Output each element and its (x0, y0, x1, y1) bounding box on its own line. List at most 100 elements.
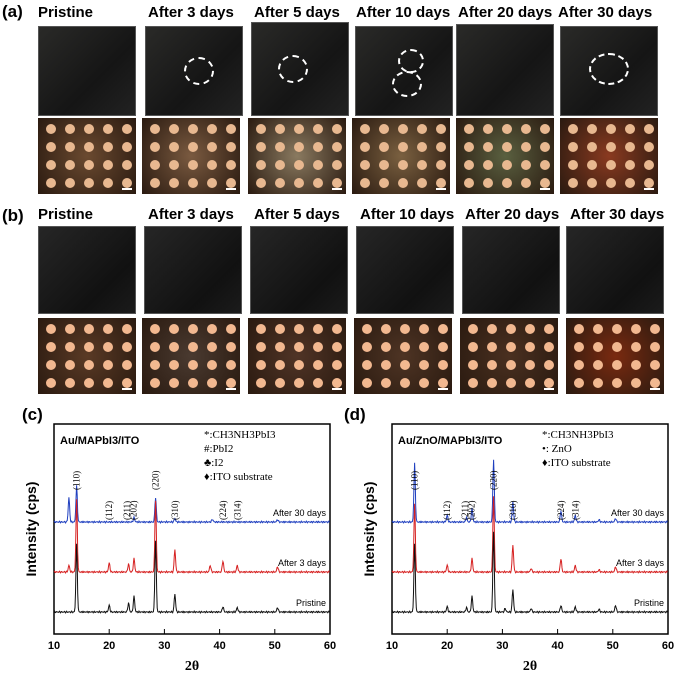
micrograph (248, 118, 346, 194)
panel-d-label: (d) (344, 405, 366, 424)
electrode-dot (332, 360, 342, 370)
micrograph (566, 318, 664, 394)
row-b-label-3: After 10 days (360, 206, 455, 223)
x-tick-label: 60 (324, 640, 336, 652)
electrode-dot (207, 342, 217, 352)
x-tick-label: 20 (103, 640, 115, 652)
electrode-dot (150, 342, 160, 352)
electrode-dot (207, 360, 217, 370)
electrode-dot (275, 342, 285, 352)
electrode-dot (436, 178, 446, 188)
electrode-dot (275, 360, 285, 370)
peak-label: (314) (232, 501, 242, 521)
electrode-dot (46, 360, 56, 370)
electrode-dot (188, 160, 198, 170)
electrode-dot (483, 178, 493, 188)
electrode-dot (574, 378, 584, 388)
electrode-dot (46, 342, 56, 352)
electrode-dot (398, 142, 408, 152)
electrode-dot (188, 178, 198, 188)
legend-entry: ♦:ITO substrate (204, 471, 273, 483)
electrode-dot (502, 178, 512, 188)
peak-label: (110) (72, 471, 82, 490)
electrode-dot (188, 378, 198, 388)
electrode-dot (226, 124, 236, 134)
electrode-dot (587, 124, 597, 134)
electrode-dot (525, 324, 535, 334)
electrode-dot (483, 160, 493, 170)
electrode-dot (379, 142, 389, 152)
electrode-dot (122, 378, 132, 388)
micrograph (142, 318, 240, 394)
x-tick-label: 60 (662, 640, 674, 652)
electrode-dot (332, 342, 342, 352)
electrode-dot (606, 160, 616, 170)
electrode-dot (379, 124, 389, 134)
x-tick-label: 40 (551, 640, 563, 652)
electrode-dot (122, 324, 132, 334)
electrode-dot (207, 324, 217, 334)
electrode-dot (256, 178, 266, 188)
electrode-dot (103, 324, 113, 334)
electrode-dot (46, 124, 56, 134)
electrode-dot (313, 178, 323, 188)
row-b-label-5: After 30 days (570, 206, 665, 223)
electrode-dot (436, 124, 446, 134)
sample-photo (566, 226, 664, 314)
electrode-dot (362, 342, 372, 352)
legend-entry: *:CH3NH3PbI3 (542, 429, 614, 441)
legend-entry: ♦:ITO substrate (542, 457, 611, 469)
electrode-dot (313, 142, 323, 152)
electrode-dot (169, 178, 179, 188)
electrode-dot (612, 360, 622, 370)
electrode-dot (226, 142, 236, 152)
electrode-dot (464, 142, 474, 152)
electrode-dot (207, 124, 217, 134)
peak-label: (224) (556, 501, 566, 521)
electrode-dot (150, 124, 160, 134)
electrode-dot (84, 324, 94, 334)
electrode-dot (360, 142, 370, 152)
series-line (391, 496, 668, 575)
row-a-label-4: After 20 days (458, 4, 553, 21)
electrode-dot (332, 378, 342, 388)
electrode-dot (625, 124, 635, 134)
electrode-dot (417, 160, 427, 170)
x-axis-label: 2θ (185, 659, 199, 674)
electrode-dot (593, 360, 603, 370)
electrode-dot (487, 360, 497, 370)
electrode-dot (506, 360, 516, 370)
chart-title: Au/ZnO/MAPbI3/ITO (398, 435, 503, 447)
electrode-dot (525, 360, 535, 370)
series-label: Pristine (296, 598, 326, 608)
electrode-dot (188, 124, 198, 134)
electrode-dot (46, 178, 56, 188)
electrode-dot (313, 160, 323, 170)
electrode-dot (332, 142, 342, 152)
peak-label: (310) (170, 501, 180, 521)
row-a-label-2: After 5 days (254, 4, 340, 21)
peak-label: (112) (442, 501, 452, 520)
peak-label: (224) (218, 501, 228, 521)
electrode-dot (419, 378, 429, 388)
series-label: After 30 days (611, 508, 665, 518)
electrode-dot (544, 378, 554, 388)
electrode-dot (521, 178, 531, 188)
electrode-dot (122, 178, 132, 188)
electrode-dot (568, 178, 578, 188)
sample-photo (145, 26, 243, 116)
electrode-dot (468, 324, 478, 334)
series-line (53, 499, 330, 575)
electrode-dot (169, 360, 179, 370)
sample-photo (356, 226, 454, 314)
sample-photo (355, 26, 453, 116)
row-b-label-2: After 5 days (254, 206, 340, 223)
electrode-dot (438, 360, 448, 370)
row-a-label-1: After 3 days (148, 4, 234, 21)
scale-bar (226, 188, 236, 190)
electrode-dot (226, 324, 236, 334)
electrode-dot (574, 324, 584, 334)
electrode-dot (65, 378, 75, 388)
electrode-dot (625, 142, 635, 152)
electrode-dot (226, 160, 236, 170)
